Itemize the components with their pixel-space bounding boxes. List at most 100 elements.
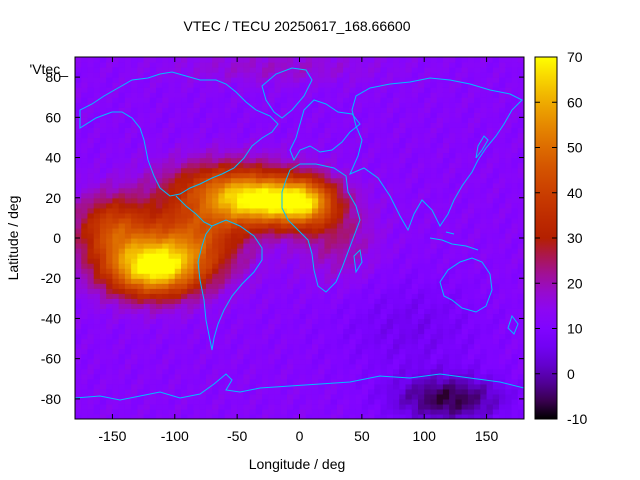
- heatmap-cell: [237, 378, 244, 385]
- heatmap-cell: [106, 67, 114, 73]
- heatmap-cell: [174, 253, 182, 259]
- heatmap-cell: [336, 363, 344, 370]
- heatmap-cell: [268, 117, 276, 123]
- heatmap-cell: [486, 62, 494, 68]
- heatmap-cell: [411, 243, 419, 249]
- heatmap-cell: [224, 238, 232, 244]
- heatmap-cell: [318, 408, 326, 415]
- heatmap-cell: [336, 72, 344, 78]
- heatmap-cell: [380, 227, 388, 234]
- heatmap-cell: [268, 378, 276, 385]
- heatmap-cell: [75, 398, 82, 405]
- heatmap-cell: [461, 127, 469, 134]
- heatmap-cell: [243, 323, 251, 330]
- heatmap-cell: [143, 403, 151, 410]
- heatmap-cell: [492, 97, 500, 103]
- heatmap-cell: [156, 278, 163, 284]
- heatmap-cell: [218, 57, 226, 63]
- heatmap-cell: [355, 403, 363, 410]
- heatmap-cell: [486, 132, 494, 139]
- heatmap-cell: [499, 197, 506, 204]
- heatmap-cell: [467, 217, 475, 224]
- heatmap-cell: [218, 338, 226, 345]
- heatmap-cell: [480, 378, 488, 385]
- heatmap-cell: [87, 172, 95, 179]
- heatmap-cell: [143, 328, 151, 335]
- heatmap-cell: [237, 177, 244, 184]
- heatmap-cell: [374, 328, 382, 335]
- heatmap-cell: [106, 278, 114, 284]
- heatmap-cell: [131, 162, 138, 169]
- heatmap-cell: [249, 333, 257, 340]
- heatmap-cell: [149, 243, 157, 249]
- heatmap-cell: [311, 268, 319, 274]
- heatmap-cell: [224, 197, 232, 204]
- heatmap-cell: [218, 212, 226, 219]
- heatmap-cell: [311, 308, 319, 315]
- heatmap-cell: [436, 212, 444, 219]
- heatmap-cell: [318, 97, 326, 103]
- heatmap-cell: [187, 132, 195, 139]
- heatmap-cell: [199, 318, 207, 325]
- heatmap-cell: [93, 212, 101, 219]
- heatmap-cell: [181, 147, 188, 154]
- heatmap-cell: [93, 117, 101, 123]
- heatmap-cell: [280, 107, 288, 113]
- heatmap-cell: [361, 338, 369, 345]
- heatmap-cell: [124, 393, 132, 400]
- heatmap-cell: [174, 77, 182, 83]
- heatmap-cell: [411, 147, 419, 154]
- heatmap-cell: [280, 127, 288, 134]
- heatmap-cell: [212, 117, 220, 123]
- heatmap-cell: [187, 187, 195, 194]
- heatmap-cell: [162, 187, 170, 194]
- heatmap-cell: [131, 92, 138, 98]
- heatmap-cell: [455, 273, 463, 279]
- heatmap-cell: [212, 323, 220, 330]
- heatmap-cell: [218, 97, 226, 103]
- heatmap-cell: [349, 308, 357, 315]
- heatmap-cell: [461, 102, 469, 108]
- heatmap-cell: [355, 258, 363, 264]
- heatmap-cell: [430, 408, 438, 415]
- heatmap-cell: [399, 378, 407, 385]
- heatmap-cell: [499, 248, 506, 254]
- heatmap-cell: [424, 77, 432, 83]
- heatmap-cell: [224, 308, 232, 315]
- heatmap-cell: [174, 127, 182, 134]
- heatmap-cell: [280, 278, 288, 284]
- heatmap-cell: [455, 182, 463, 189]
- heatmap-cell: [442, 152, 450, 159]
- heatmap-cell: [336, 227, 344, 234]
- heatmap-cell: [442, 238, 450, 244]
- heatmap-cell: [361, 202, 369, 209]
- heatmap-cell: [393, 92, 400, 98]
- heatmap-cell: [411, 132, 419, 139]
- heatmap-cell: [368, 258, 375, 264]
- heatmap-cell: [237, 127, 244, 134]
- heatmap-cell: [411, 117, 419, 123]
- heatmap-cell: [87, 167, 95, 174]
- heatmap-cell: [174, 358, 182, 365]
- heatmap-cell: [156, 132, 163, 139]
- heatmap-cell: [355, 202, 363, 209]
- heatmap-cell: [174, 122, 182, 128]
- heatmap-cell: [193, 378, 201, 385]
- heatmap-cell: [355, 318, 363, 325]
- heatmap-cell: [474, 303, 481, 309]
- heatmap-cell: [505, 293, 513, 299]
- heatmap-cell: [399, 172, 407, 179]
- heatmap-cell: [274, 137, 282, 144]
- heatmap-cell: [349, 368, 357, 375]
- heatmap-cell: [106, 253, 114, 259]
- heatmap-cell: [305, 117, 313, 123]
- heatmap-cell: [499, 217, 506, 224]
- heatmap-cell: [430, 132, 438, 139]
- heatmap-cell: [93, 388, 101, 395]
- heatmap-cell: [374, 363, 382, 370]
- heatmap-cell: [380, 383, 388, 390]
- heatmap-cell: [106, 313, 114, 320]
- heatmap-cell: [143, 162, 151, 169]
- heatmap-cell: [492, 388, 500, 395]
- heatmap-cell: [81, 243, 89, 249]
